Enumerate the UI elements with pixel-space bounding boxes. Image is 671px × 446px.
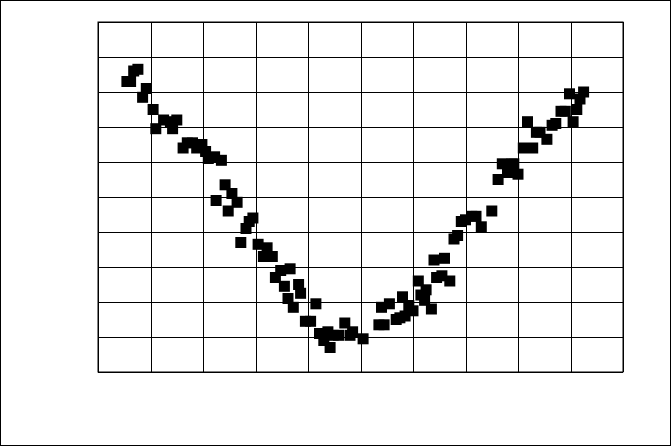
data-point-73 xyxy=(439,252,450,264)
data-point-69 xyxy=(425,303,437,315)
data-point-40 xyxy=(293,279,305,290)
data-point-99 xyxy=(559,105,571,117)
data-point-18 xyxy=(202,153,214,164)
plot-frame xyxy=(97,21,624,373)
data-point-82 xyxy=(486,205,498,217)
data-point-23 xyxy=(222,205,234,217)
data-point-43 xyxy=(305,315,317,327)
data-point-51 xyxy=(339,317,351,329)
data-point-45 xyxy=(314,328,325,339)
data-point-34 xyxy=(269,272,281,283)
data-point-36 xyxy=(278,280,290,292)
data-point-35 xyxy=(275,265,287,276)
data-point-102 xyxy=(571,104,583,115)
data-point-90 xyxy=(522,116,533,128)
data-point-72 xyxy=(436,270,448,282)
data-point-6 xyxy=(147,104,159,115)
data-point-76 xyxy=(452,230,464,241)
data-point-37 xyxy=(282,293,294,304)
data-point-88 xyxy=(512,168,524,180)
data-point-16 xyxy=(196,139,208,150)
data-point-101 xyxy=(567,116,579,128)
data-point-94 xyxy=(534,126,546,138)
data-point-53 xyxy=(347,326,359,338)
data-point-83 xyxy=(492,174,504,185)
data-point-22 xyxy=(219,179,231,191)
data-point-58 xyxy=(383,298,395,310)
data-point-1 xyxy=(125,76,137,87)
data-point-4 xyxy=(137,91,149,103)
data-point-100 xyxy=(564,88,575,100)
data-point-65 xyxy=(412,275,424,287)
data-point-67 xyxy=(419,294,431,306)
data-point-21 xyxy=(215,154,227,166)
data-point-10 xyxy=(167,123,179,135)
data-point-68 xyxy=(420,284,432,296)
data-point-7 xyxy=(150,123,162,135)
data-point-46 xyxy=(318,335,330,346)
data-point-56 xyxy=(376,301,387,313)
data-point-20 xyxy=(210,195,222,206)
data-point-24 xyxy=(226,188,238,199)
data-point-8 xyxy=(158,114,170,126)
data-point-61 xyxy=(397,291,408,303)
data-point-54 xyxy=(357,333,369,345)
data-point-62 xyxy=(399,310,411,322)
data-point-11 xyxy=(171,114,183,126)
data-point-44 xyxy=(310,298,322,310)
data-point-81 xyxy=(475,221,487,233)
data-point-80 xyxy=(470,210,482,222)
data-point-27 xyxy=(240,223,252,234)
data-point-89 xyxy=(517,142,529,154)
data-point-41 xyxy=(295,287,307,299)
data-point-32 xyxy=(261,242,273,254)
data-point-38 xyxy=(284,263,296,275)
data-point-19 xyxy=(209,151,221,163)
data-point-95 xyxy=(541,133,553,145)
data-point-31 xyxy=(257,251,269,262)
data-point-70 xyxy=(428,254,440,266)
data-point-85 xyxy=(502,167,513,178)
data-point-92 xyxy=(527,142,539,154)
data-point-78 xyxy=(460,214,471,226)
data-point-74 xyxy=(444,275,456,287)
data-point-33 xyxy=(266,251,278,262)
data-point-50 xyxy=(333,329,344,341)
data-point-64 xyxy=(407,305,419,317)
data-point-29 xyxy=(247,212,259,224)
data-point-84 xyxy=(496,158,508,170)
data-point-3 xyxy=(132,63,144,75)
data-point-97 xyxy=(550,118,562,129)
data-point-103 xyxy=(574,93,586,105)
data-point-39 xyxy=(287,301,299,313)
data-point-9 xyxy=(164,116,176,128)
data-point-87 xyxy=(508,158,520,170)
data-point-25 xyxy=(231,196,243,208)
data-point-104 xyxy=(578,86,590,98)
data-point-48 xyxy=(324,342,336,353)
data-point-17 xyxy=(200,146,212,157)
data-point-5 xyxy=(140,83,152,94)
data-point-30 xyxy=(252,238,264,250)
data-point-57 xyxy=(378,319,390,331)
data-point-26 xyxy=(235,237,247,248)
data-points xyxy=(121,63,590,353)
